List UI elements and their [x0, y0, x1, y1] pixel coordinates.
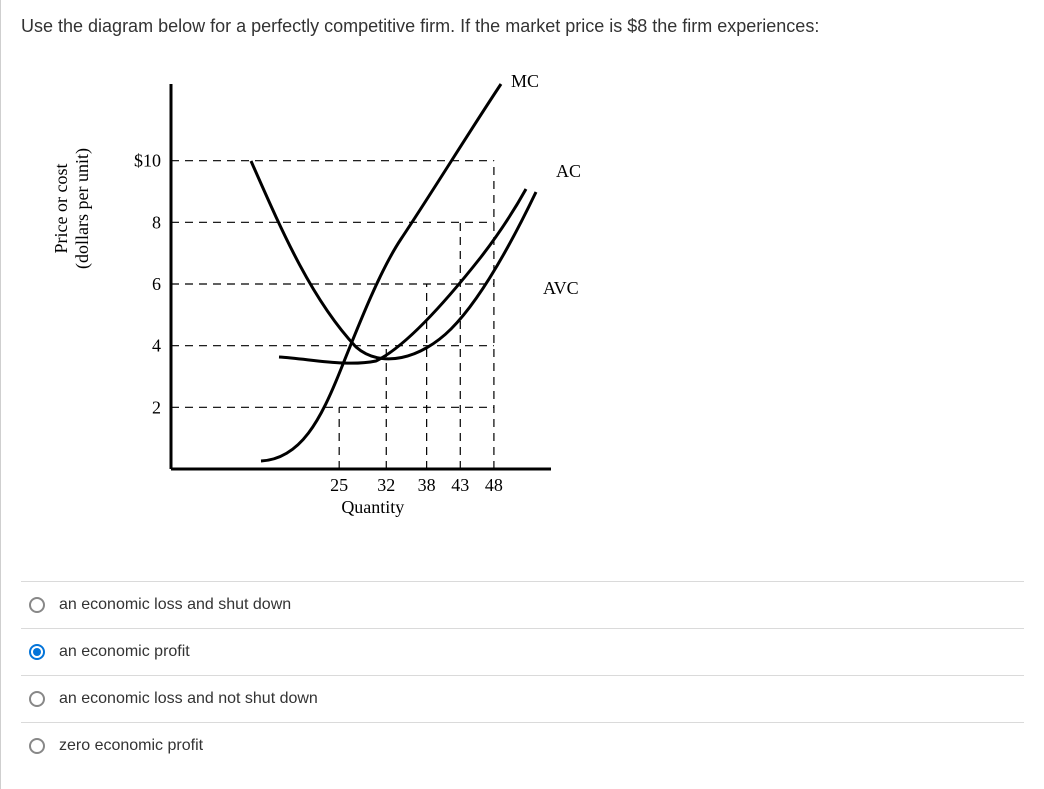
option-c[interactable]: an economic loss and not shut down — [21, 675, 1024, 722]
option-label-c: an economic loss and not shut down — [59, 690, 318, 708]
svg-text:25: 25 — [330, 475, 348, 495]
svg-text:4: 4 — [152, 336, 161, 356]
radio-d[interactable] — [29, 738, 45, 754]
option-label-a: an economic loss and shut down — [59, 596, 291, 614]
svg-text:2: 2 — [152, 398, 161, 418]
svg-text:Quantity: Quantity — [341, 497, 404, 517]
svg-text:$10: $10 — [134, 151, 161, 171]
radio-c[interactable] — [29, 691, 45, 707]
svg-text:48: 48 — [485, 475, 503, 495]
radio-b[interactable] — [29, 644, 45, 660]
svg-text:AC: AC — [556, 161, 581, 181]
option-label-b: an economic profit — [59, 643, 190, 661]
option-label-d: zero economic profit — [59, 737, 203, 755]
svg-text:6: 6 — [152, 274, 161, 294]
svg-text:AVC: AVC — [543, 278, 579, 298]
question-text: Use the diagram below for a perfectly co… — [1, 0, 1044, 39]
radio-a[interactable] — [29, 597, 45, 613]
chart-svg: $10 8 6 4 2 25 32 38 43 48 Quantity MC AC AVC — [81, 69, 641, 529]
svg-text:38: 38 — [418, 475, 436, 495]
svg-text:MC: MC — [511, 71, 539, 91]
svg-text:43: 43 — [451, 475, 469, 495]
y-axis-label-l1: Price or cost — [51, 164, 71, 254]
svg-text:32: 32 — [377, 475, 395, 495]
option-b[interactable]: an economic profit — [21, 628, 1024, 675]
answer-options: an economic loss and shut down an economi… — [21, 581, 1024, 769]
svg-text:8: 8 — [152, 213, 161, 233]
option-d[interactable]: zero economic profit — [21, 722, 1024, 769]
cost-curves-chart: Price or cost (dollars per unit) $108642… — [81, 69, 641, 529]
option-a[interactable]: an economic loss and shut down — [21, 581, 1024, 628]
